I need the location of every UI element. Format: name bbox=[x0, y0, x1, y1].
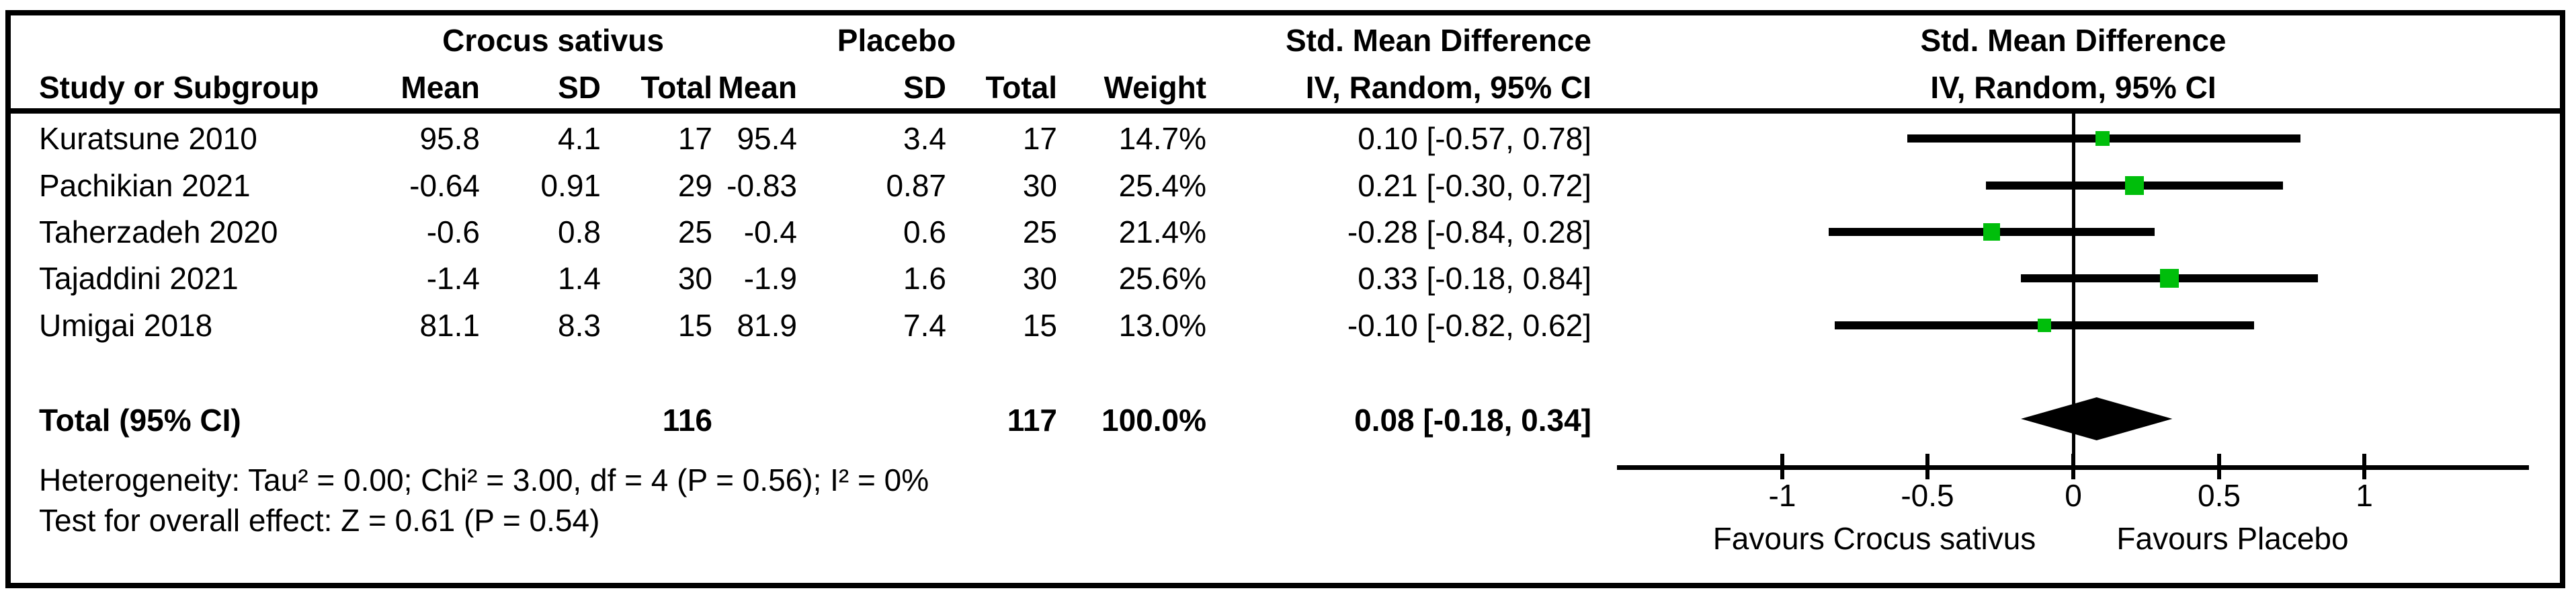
axis-tick-label: -1 bbox=[1768, 478, 1796, 513]
study-name: Taherzadeh 2020 bbox=[39, 214, 278, 249]
total-ci-text: 0.08 [-0.18, 0.34] bbox=[1354, 403, 1591, 438]
cell-mean-1: -0.64 bbox=[409, 168, 480, 203]
cell-weight: 25.4% bbox=[1118, 168, 1206, 203]
zero-effect-line bbox=[2072, 114, 2075, 468]
cell-sd-1: 4.1 bbox=[558, 121, 601, 156]
axis-tick bbox=[2217, 454, 2221, 479]
cell-total-1: 17 bbox=[677, 121, 712, 156]
axis-tick-label: 1 bbox=[2356, 478, 2373, 513]
heterogeneity-stats: Heterogeneity: Tau² = 0.00; Chi² = 3.00,… bbox=[39, 463, 929, 497]
total-n-treatment: 116 bbox=[662, 403, 712, 438]
group-header-treatment: Crocus sativus bbox=[442, 23, 664, 58]
cell-total-2: 17 bbox=[1022, 121, 1057, 156]
plot-method-header: IV, Random, 95% CI bbox=[1930, 70, 2216, 105]
cell-sd-1: 0.8 bbox=[558, 214, 601, 249]
effect-square bbox=[2095, 131, 2110, 146]
cell-sd-2: 0.6 bbox=[903, 214, 946, 249]
axis-tick-label: 0 bbox=[2065, 478, 2082, 513]
cell-weight: 21.4% bbox=[1118, 214, 1206, 249]
axis-tick bbox=[1780, 454, 1784, 479]
smd-column-header: Std. Mean Difference bbox=[1286, 23, 1591, 58]
cell-ci-text: 0.33 [-0.18, 0.84] bbox=[1358, 261, 1591, 296]
cell-sd-2: 3.4 bbox=[903, 121, 946, 156]
favours-left-label: Favours Crocus sativus bbox=[1712, 521, 2036, 556]
cell-sd-2: 0.87 bbox=[886, 168, 946, 203]
column-header-weight: Weight bbox=[1104, 70, 1206, 105]
cell-sd-2: 1.6 bbox=[903, 261, 946, 296]
cell-mean-1: 95.8 bbox=[419, 121, 480, 156]
axis-tick bbox=[2362, 454, 2366, 479]
cell-ci-text: 0.10 [-0.57, 0.78] bbox=[1358, 121, 1591, 156]
total-n-placebo: 117 bbox=[1007, 403, 1057, 438]
cell-weight: 13.0% bbox=[1118, 308, 1206, 343]
group-header-placebo: Placebo bbox=[837, 23, 956, 58]
cell-mean-2: -0.4 bbox=[743, 214, 797, 249]
cell-ci-text: -0.10 [-0.82, 0.62] bbox=[1347, 308, 1591, 343]
cell-sd-1: 8.3 bbox=[558, 308, 601, 343]
cell-total-1: 29 bbox=[677, 168, 712, 203]
cell-total-2: 15 bbox=[1022, 308, 1057, 343]
cell-total-2: 25 bbox=[1022, 214, 1057, 249]
header-separator-line bbox=[5, 108, 2565, 114]
cell-total-1: 25 bbox=[677, 214, 712, 249]
summary-diamond bbox=[2020, 397, 2173, 440]
effect-square bbox=[2037, 319, 2051, 332]
column-header-mean-1: Mean bbox=[401, 70, 480, 105]
study-name: Umigai 2018 bbox=[39, 308, 213, 343]
cell-mean-2: 95.4 bbox=[737, 121, 797, 156]
study-name: Kuratsune 2010 bbox=[39, 121, 257, 156]
overall-effect-test: Test for overall effect: Z = 0.61 (P = 0… bbox=[39, 503, 600, 538]
cell-mean-2: -1.9 bbox=[743, 261, 797, 296]
favours-right-label: Favours Placebo bbox=[2116, 521, 2349, 556]
axis-tick-label: -0.5 bbox=[1901, 478, 1954, 513]
total-label: Total (95% CI) bbox=[39, 403, 241, 438]
cell-ci-text: 0.21 [-0.30, 0.72] bbox=[1358, 168, 1591, 203]
cell-sd-2: 7.4 bbox=[903, 308, 946, 343]
study-name: Pachikian 2021 bbox=[39, 168, 251, 203]
column-header-total-2: Total bbox=[985, 70, 1057, 105]
axis-tick bbox=[1925, 454, 1929, 479]
axis-tick-label: 0.5 bbox=[2198, 478, 2241, 513]
cell-total-1: 30 bbox=[677, 261, 712, 296]
cell-sd-1: 1.4 bbox=[558, 261, 601, 296]
column-header-total-1: Total bbox=[640, 70, 712, 105]
cell-mean-1: -1.4 bbox=[426, 261, 480, 296]
cell-weight: 14.7% bbox=[1118, 121, 1206, 156]
plot-smd-header: Std. Mean Difference bbox=[1920, 23, 2227, 58]
cell-mean-2: 81.9 bbox=[737, 308, 797, 343]
outer-border bbox=[5, 10, 2565, 588]
effect-square bbox=[2160, 269, 2179, 288]
column-header-sd-2: SD bbox=[903, 70, 946, 105]
column-header-method: IV, Random, 95% CI bbox=[1305, 70, 1591, 105]
axis-tick bbox=[2071, 454, 2075, 479]
cell-mean-1: 81.1 bbox=[419, 308, 480, 343]
cell-mean-2: -0.83 bbox=[726, 168, 797, 203]
column-header-sd-1: SD bbox=[558, 70, 601, 105]
total-weight: 100.0% bbox=[1101, 403, 1206, 438]
cell-sd-1: 0.91 bbox=[540, 168, 601, 203]
study-name: Tajaddini 2021 bbox=[39, 261, 239, 296]
column-header-mean-2: Mean bbox=[718, 70, 797, 105]
effect-square bbox=[2125, 176, 2144, 195]
cell-total-2: 30 bbox=[1022, 168, 1057, 203]
cell-total-2: 30 bbox=[1022, 261, 1057, 296]
cell-total-1: 15 bbox=[677, 308, 712, 343]
effect-square bbox=[1983, 223, 2001, 241]
column-header-study: Study or Subgroup bbox=[39, 70, 319, 105]
cell-ci-text: -0.28 [-0.84, 0.28] bbox=[1347, 214, 1591, 249]
cell-weight: 25.6% bbox=[1118, 261, 1206, 296]
cell-mean-1: -0.6 bbox=[426, 214, 480, 249]
